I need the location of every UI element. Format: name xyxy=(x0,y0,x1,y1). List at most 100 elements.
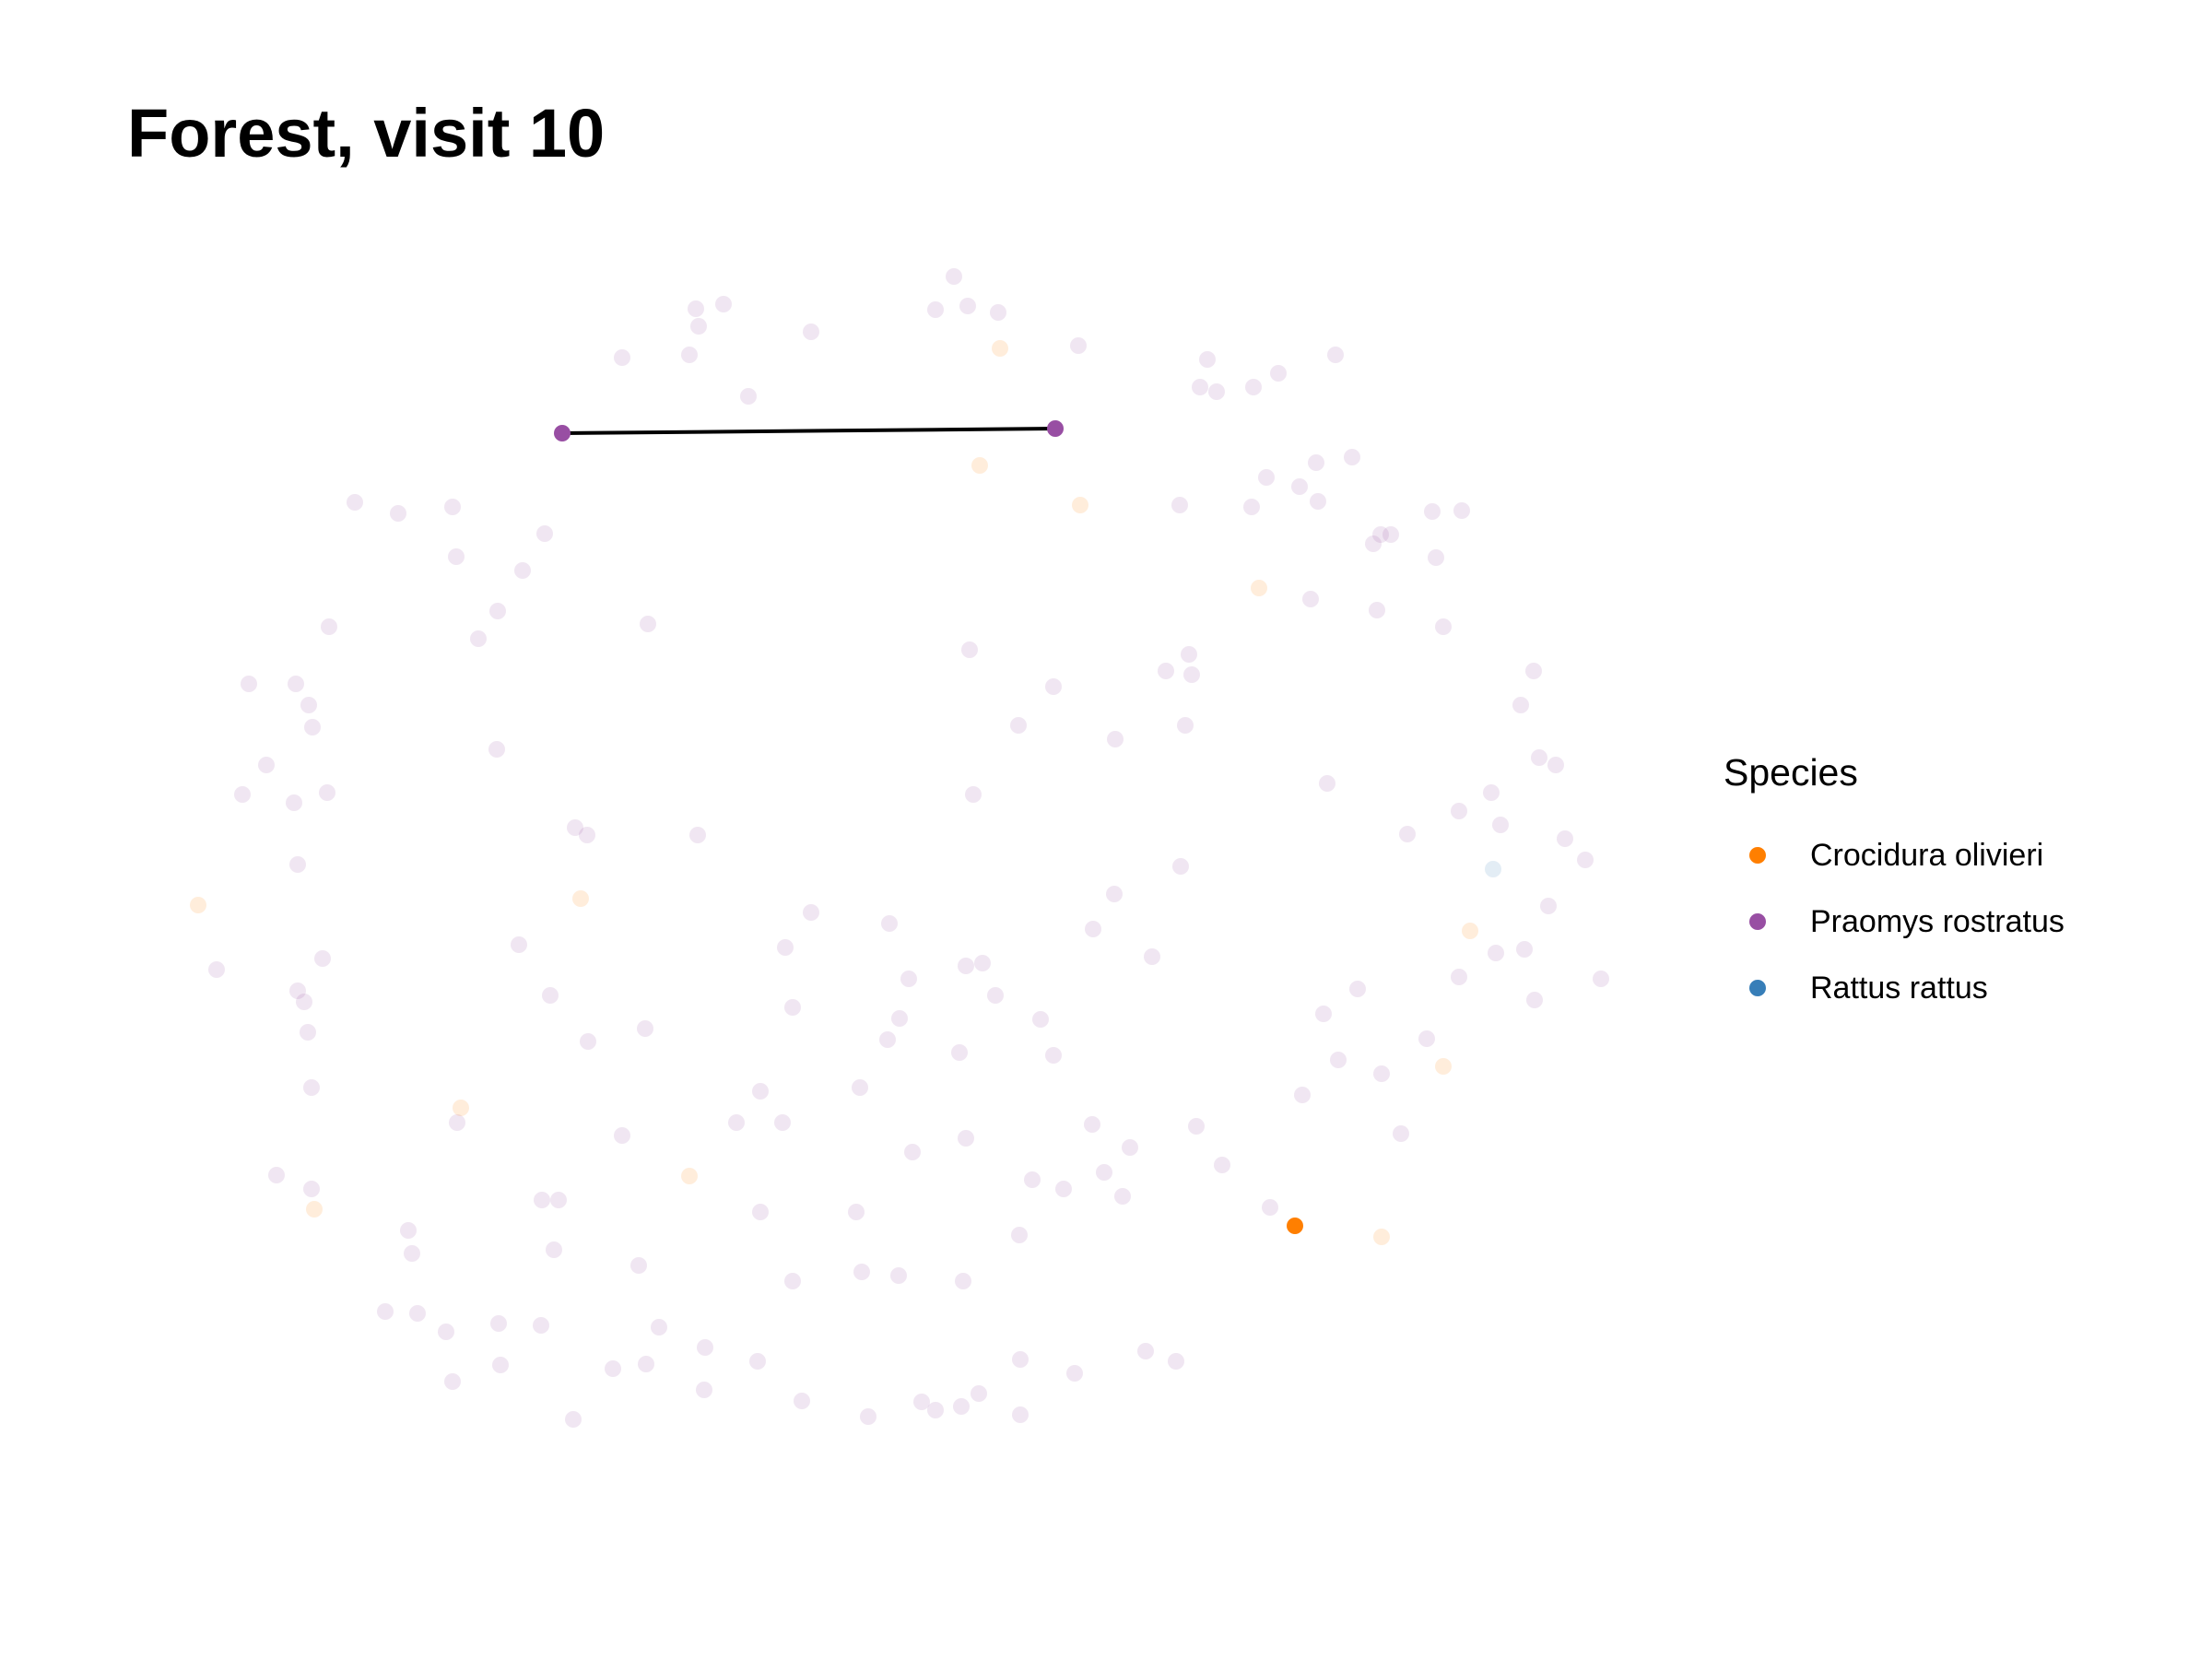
node-praomys-rostratus xyxy=(1183,666,1200,683)
node-praomys-rostratus xyxy=(546,1241,562,1258)
node-praomys-rostratus xyxy=(1172,858,1189,875)
node-praomys-rostratus xyxy=(891,1010,908,1027)
node-praomys-rostratus xyxy=(900,971,917,987)
node-praomys-rostratus xyxy=(784,1273,801,1289)
node-praomys-rostratus xyxy=(1010,717,1027,734)
node-praomys-rostratus xyxy=(258,757,275,773)
legend-key-praomys-rostratus xyxy=(1749,913,1766,930)
node-praomys-rostratus xyxy=(651,1319,667,1335)
node-praomys-rostratus xyxy=(1243,499,1260,515)
node-praomys-rostratus xyxy=(1557,830,1573,847)
node-praomys-rostratus xyxy=(268,1167,285,1183)
legend-label: Crocidura olivieri xyxy=(1810,837,2044,873)
legend-key-crocidura-olivieri xyxy=(1749,847,1766,864)
chart-title: Forest, visit 10 xyxy=(127,95,606,171)
legend-key-rattus-rattus xyxy=(1749,980,1766,996)
node-praomys-rostratus xyxy=(1192,379,1208,395)
node-praomys-rostratus xyxy=(1122,1139,1138,1156)
node-crocidura-olivieri xyxy=(453,1100,469,1116)
node-praomys-rostratus xyxy=(208,961,225,978)
node-praomys-rostratus xyxy=(959,298,976,314)
node-praomys-rostratus xyxy=(681,347,698,363)
node-crocidura-olivieri xyxy=(1251,580,1267,596)
node-praomys-rostratus xyxy=(490,1315,507,1332)
node-crocidura-olivieri xyxy=(1072,497,1088,513)
node-praomys-rostratus xyxy=(1435,618,1452,635)
node-praomys-rostratus xyxy=(1319,775,1335,792)
node-praomys-rostratus xyxy=(1308,454,1324,471)
node-praomys-rostratus xyxy=(1055,1181,1072,1197)
node-praomys-rostratus xyxy=(1315,1006,1332,1022)
node-praomys-rostratus xyxy=(1171,497,1188,513)
node-praomys-rostratus xyxy=(1349,981,1366,997)
node-praomys-rostratus xyxy=(533,1317,549,1334)
node-praomys-rostratus xyxy=(890,1267,907,1284)
node-praomys-rostratus xyxy=(1011,1227,1028,1243)
node-crocidura-olivieri xyxy=(572,890,589,907)
node-praomys-rostratus xyxy=(1114,1188,1131,1205)
node-praomys-rostratus xyxy=(550,1192,567,1208)
node-praomys-rostratus xyxy=(697,1339,713,1356)
node-crocidura-olivieri xyxy=(992,340,1008,357)
node-praomys-rostratus xyxy=(860,1408,877,1425)
node-praomys-rostratus xyxy=(1158,663,1174,679)
node-praomys-rostratus xyxy=(1177,717,1194,734)
node-praomys-rostratus xyxy=(470,630,487,647)
node-praomys-rostratus xyxy=(1208,383,1225,400)
node-praomys-rostratus xyxy=(1107,731,1124,747)
node-praomys-rostratus xyxy=(1531,749,1547,766)
node-praomys-rostratus xyxy=(1302,591,1319,607)
node-praomys-rostratus xyxy=(715,296,732,312)
node-praomys-rostratus xyxy=(314,950,331,967)
node-praomys-rostratus xyxy=(1373,1065,1390,1082)
highlighted-nodes xyxy=(554,420,1303,1234)
node-praomys-rostratus xyxy=(1451,969,1467,985)
node-praomys-rostratus xyxy=(288,676,304,692)
node-praomys-rostratus xyxy=(630,1257,647,1274)
node-praomys-rostratus xyxy=(514,562,531,579)
node-praomys-rostratus xyxy=(1262,1199,1278,1216)
node-praomys-rostratus xyxy=(1168,1353,1184,1370)
node-praomys-rostratus xyxy=(752,1083,769,1100)
node-praomys-rostratus xyxy=(1424,503,1441,520)
node-praomys-rostratus xyxy=(1327,347,1344,363)
node-praomys-rostratus xyxy=(1070,337,1087,354)
node-praomys-rostratus xyxy=(1369,602,1385,618)
node-praomys-rostratus xyxy=(1547,757,1564,773)
node-praomys-rostratus xyxy=(488,741,505,758)
legend-item-crocidura-olivieri: Crocidura olivieri xyxy=(1724,822,2065,888)
legend: Species Crocidura olivieri Praomys rostr… xyxy=(1724,751,2065,1021)
node-praomys-rostratus xyxy=(1593,971,1609,987)
node-praomys-rostratus xyxy=(1516,941,1533,958)
node-praomys-rostratus xyxy=(1418,1030,1435,1047)
node-praomys-rostratus xyxy=(614,349,630,366)
node-praomys-rostratus xyxy=(688,300,704,317)
node-praomys-rostratus xyxy=(1526,992,1543,1008)
legend-label: Rattus rattus xyxy=(1810,970,1988,1006)
node-praomys-rostratus xyxy=(784,999,801,1016)
node-praomys-rostratus xyxy=(1181,646,1197,663)
node-praomys-rostratus xyxy=(777,939,794,956)
node-praomys-rostratus xyxy=(961,641,978,658)
node-praomys-rostratus xyxy=(289,982,306,999)
node-praomys-rostratus xyxy=(1024,1171,1041,1188)
node-praomys-rostratus xyxy=(567,819,583,836)
node-praomys-rostratus xyxy=(1084,1116,1100,1133)
node-praomys-rostratus xyxy=(774,1114,791,1131)
node-praomys-rostratus xyxy=(1512,697,1529,713)
node-praomys-rostratus xyxy=(953,1398,970,1415)
node-praomys-rostratus xyxy=(579,827,595,843)
node-praomys-rostratus xyxy=(444,1373,461,1390)
node-praomys-rostratus xyxy=(1096,1164,1112,1181)
node-praomys-rostratus xyxy=(511,936,527,953)
node-crocidura-olivieri xyxy=(306,1201,323,1218)
node-praomys-rostratus xyxy=(321,618,337,635)
node-praomys-rostratus xyxy=(927,1402,944,1418)
node-praomys-rostratus xyxy=(234,786,251,803)
legend-label: Praomys rostratus xyxy=(1810,903,2065,939)
node-crocidura-olivieri xyxy=(190,897,206,913)
node-praomys-rostratus xyxy=(971,1385,987,1402)
node-praomys-rostratus xyxy=(536,525,553,542)
node-praomys-rostratus xyxy=(1214,1157,1230,1173)
node-praomys-rostratus xyxy=(1137,1343,1154,1359)
